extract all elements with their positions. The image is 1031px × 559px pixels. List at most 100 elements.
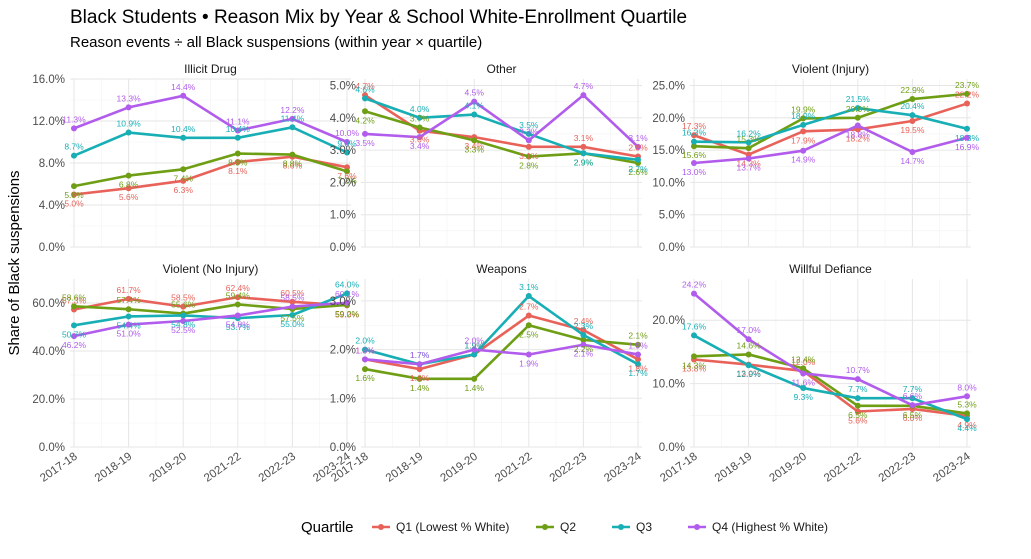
facet-willful-defiance: Willful Defiance 0.0% 10.0% 20.0% 2017-18 201…	[652, 262, 977, 485]
data-point	[362, 346, 368, 353]
facet-title: Illicit Drug	[184, 62, 237, 76]
data-point	[471, 111, 478, 118]
data-label: 13.3%	[117, 93, 142, 103]
data-label: 57.4%	[117, 295, 142, 305]
legend-label: Q1 (Lowest % White)	[396, 520, 509, 534]
series-line	[364, 314, 639, 371]
y-tick-label: 20.0%	[32, 394, 65, 406]
y-tick-label: 1.0%	[330, 210, 356, 222]
data-point	[800, 385, 807, 392]
data-label: 8.1%	[228, 166, 248, 176]
data-point	[125, 104, 132, 111]
series-line	[693, 124, 968, 165]
data-point	[125, 313, 132, 320]
data-point	[854, 105, 861, 112]
data-point	[800, 365, 807, 372]
data-point	[180, 312, 187, 319]
data-label: 8.9%	[228, 158, 248, 168]
series-line	[693, 292, 968, 407]
data-label: 3.5%	[355, 138, 375, 148]
data-point	[691, 332, 697, 339]
y-tick-label: 20.0%	[652, 315, 685, 327]
data-label: 21.5%	[846, 94, 871, 104]
data-point	[580, 327, 587, 334]
data-label: 6.8%	[119, 180, 139, 190]
y-tick-label: 2.0%	[330, 345, 356, 357]
series-line	[73, 126, 348, 157]
y-tick-label: 1.0%	[330, 393, 356, 405]
data-label: 3.1%	[628, 133, 648, 143]
y-tick-label: 15.0%	[652, 145, 685, 157]
chart-title: Black Students • Reason Mix by Year & Sc…	[70, 7, 687, 28]
data-point	[909, 395, 916, 402]
x-tick-label: 2017-18	[38, 451, 79, 485]
data-label: 1.6%	[355, 373, 375, 383]
data-point	[416, 375, 423, 382]
data-point	[964, 416, 970, 423]
data-point	[234, 312, 241, 319]
facet-title: Other	[486, 62, 516, 76]
data-label: 4.5%	[465, 88, 485, 98]
data-label: 20.0%	[846, 104, 871, 114]
data-point	[964, 410, 970, 417]
series-line	[73, 94, 348, 144]
series-line	[693, 358, 968, 418]
data-point	[289, 115, 296, 122]
data-point	[909, 402, 916, 409]
data-label: 62.4%	[226, 283, 251, 293]
data-point	[344, 290, 350, 297]
data-point	[745, 139, 752, 146]
data-label: 57.3%	[62, 295, 87, 305]
data-point	[525, 312, 532, 319]
y-tick-label: 12.0%	[32, 116, 65, 128]
series-q4-highest-white	[71, 92, 350, 145]
series-line	[364, 343, 639, 366]
data-label: 4.6%	[355, 84, 375, 94]
data-point	[909, 96, 916, 103]
data-point	[745, 362, 752, 369]
data-label: 64.0%	[335, 279, 360, 289]
data-label: 14.3%	[682, 360, 707, 370]
data-label: 2.7%	[628, 164, 648, 174]
data-label: 1.8%	[355, 345, 375, 355]
data-label: 1.6%	[410, 373, 430, 383]
y-tick-label: 0.0%	[659, 442, 685, 454]
data-point	[344, 139, 350, 145]
data-point	[745, 145, 752, 152]
data-label: 3.4%	[465, 141, 485, 151]
data-label: 2.2%	[574, 344, 594, 354]
data-point	[964, 125, 970, 132]
facet-violent-no-injury: Violent (No Injury) 0.0% 20.0% 40.0% 60.0% 20…	[32, 262, 359, 485]
data-label: 2.9%	[574, 157, 594, 167]
data-label: 1.9%	[465, 340, 485, 350]
data-point	[854, 408, 861, 415]
data-label: 6.5%	[848, 410, 868, 420]
x-tick-label: 2019-20	[147, 451, 188, 485]
data-label: 10.7%	[846, 365, 871, 375]
series-line	[364, 93, 639, 148]
series-line	[693, 92, 968, 150]
data-label: 1.7%	[410, 350, 430, 360]
data-point	[71, 322, 77, 329]
legend-label: Q3	[636, 520, 652, 534]
x-tick-label: 2023-24	[602, 450, 644, 484]
x-tick-label: 2022-23	[257, 451, 298, 485]
data-point	[71, 183, 77, 190]
data-label: 14.3%	[737, 159, 762, 169]
y-tick-label: 0.0%	[659, 242, 685, 254]
data-label: 18.3%	[955, 133, 980, 143]
data-point	[800, 115, 807, 122]
data-label: 18.9%	[791, 111, 816, 121]
data-label: 2.0%	[465, 336, 485, 346]
data-point	[71, 152, 77, 159]
data-point	[691, 132, 697, 139]
data-label: 19.9%	[791, 104, 816, 114]
data-point	[691, 138, 697, 145]
data-label: 12.4%	[791, 354, 816, 364]
y-tick-label: 0.0%	[330, 242, 356, 254]
data-label: 22.2%	[955, 90, 980, 100]
data-point	[362, 366, 368, 373]
data-point	[964, 100, 970, 107]
series-q3	[71, 290, 350, 329]
data-label: 4.0%	[410, 104, 430, 114]
